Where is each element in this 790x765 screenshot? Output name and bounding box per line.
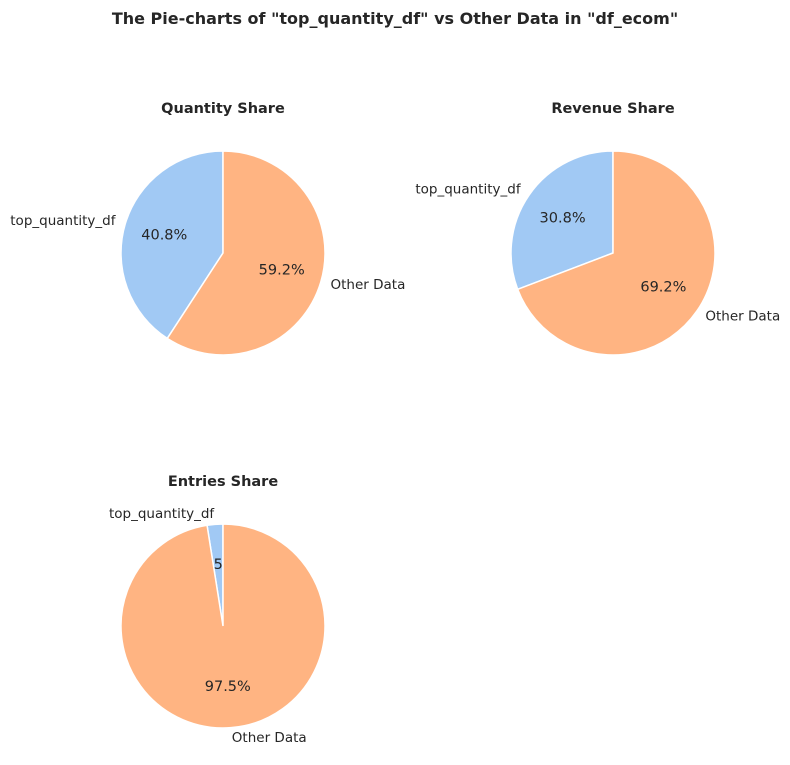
pie-slice-other-data: [120, 523, 326, 729]
slice-label: top_quantity_df: [415, 181, 521, 197]
slice-label: top_quantity_df: [10, 213, 116, 229]
slice-label: Other Data: [705, 309, 780, 325]
pie-title: Entries Share: [168, 474, 278, 490]
pie-title: Quantity Share: [161, 101, 285, 117]
slice-percent-label: 59.2%: [259, 262, 305, 278]
slice-percent-label: 97.5%: [205, 679, 251, 695]
slice-percent-label: 30.8%: [540, 210, 586, 226]
slice-label: Other Data: [232, 730, 307, 746]
pie-slice-other-data: [516, 150, 716, 356]
slice-percent-label: 69.2%: [640, 280, 686, 296]
slice-label: top_quantity_df: [109, 506, 215, 522]
pie-title: Revenue Share: [551, 101, 675, 117]
pie-chart-1: Quantity Share top_quantity_df 40.8% Other …: [10, 101, 406, 356]
pie-chart-2: Revenue Share top_quantity_df 30.8% Other D…: [415, 101, 780, 356]
slice-label: Other Data: [331, 277, 406, 293]
figure-title: The Pie-charts of "top_quantity_df" vs O…: [112, 9, 678, 28]
slice-percent-label: 40.8%: [141, 228, 187, 244]
pie-slice-other-data: [166, 150, 326, 356]
pie-slice-top-quantity-df: [510, 150, 614, 291]
